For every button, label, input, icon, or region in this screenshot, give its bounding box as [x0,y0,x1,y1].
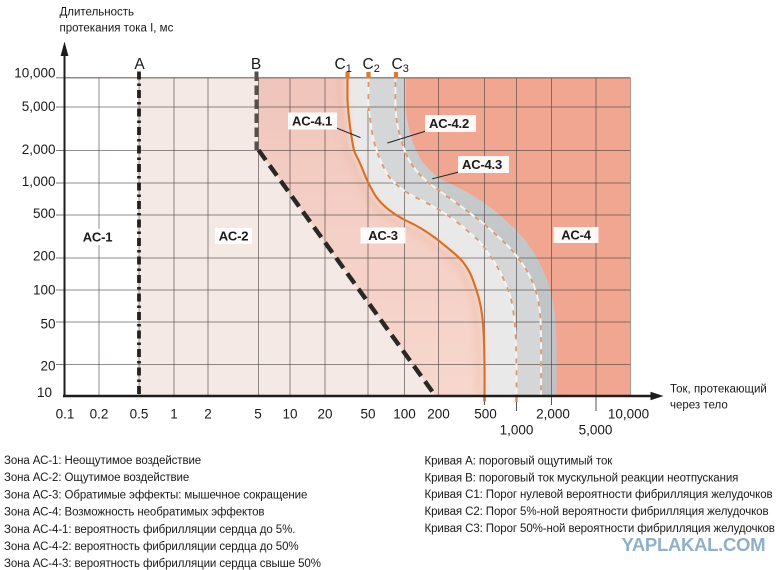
svg-text:Кривая С2: Порог 5%-ной вероят: Кривая С2: Порог 5%-ной вероятности фибр… [425,506,769,518]
svg-text:B: B [251,56,261,73]
svg-text:20: 20 [40,359,55,374]
svg-text:5,000: 5,000 [579,423,613,438]
svg-text:10: 10 [282,407,297,422]
svg-text:200: 200 [33,249,56,264]
svg-text:2: 2 [204,407,212,422]
svg-text:10,000: 10,000 [608,407,649,422]
svg-text:Зона АС-4-2: вероятность фибри: Зона АС-4-2: вероятность фибрилляции сер… [4,541,299,553]
svg-text:AC-1: AC-1 [83,230,113,245]
svg-text:A: A [134,56,145,73]
svg-text:10: 10 [37,385,52,400]
svg-text:Зона АС-4: Возможность необрат: Зона АС-4: Возможность необратимых эффек… [4,507,264,519]
svg-text:Зона АС-3: Обратимые эффекты:: Зона АС-3: Обратимые эффекты: мышечное с… [4,489,307,501]
svg-text:Кривая С3: Порог 50%-ной вероя: Кривая С3: Порог 50%-ной вероятности фиб… [425,523,775,535]
svg-text:Зона АС-1: Неощутимое воздейст: Зона АС-1: Неощутимое воздействие [4,455,201,467]
svg-text:Длительность: Длительность [60,7,135,19]
svg-text:500: 500 [474,407,497,422]
svg-text:50: 50 [360,407,375,422]
svg-text:0.2: 0.2 [90,407,109,422]
svg-text:протекания тока I, мс: протекания тока I, мс [60,23,174,35]
svg-text:0.1: 0.1 [56,407,75,422]
svg-text:через тело: через тело [670,400,728,412]
svg-text:200: 200 [427,407,450,422]
svg-text:1,000: 1,000 [22,174,56,189]
svg-text:AC-2: AC-2 [219,229,249,244]
svg-text:20: 20 [317,407,332,422]
svg-text:500: 500 [33,206,56,221]
svg-text:Кривая С1: Порог нулевой вероя: Кривая С1: Порог нулевой вероятности фиб… [425,489,773,501]
svg-text:10,000: 10,000 [14,66,55,81]
svg-text:2,000: 2,000 [22,142,56,157]
svg-text:AC-4.2: AC-4.2 [429,116,469,131]
svg-text:AC-4.1: AC-4.1 [292,113,332,128]
svg-text:AC-4: AC-4 [561,228,592,243]
svg-text:0.5: 0.5 [130,407,149,422]
svg-text:5,000: 5,000 [22,99,56,114]
svg-text:AC-4.3: AC-4.3 [462,157,502,172]
svg-text:Ток, протекающий: Ток, протекающий [670,384,767,396]
svg-text:Зона АС-4-3: вероятность фибри: Зона АС-4-3: вероятность фибрилляции сер… [4,558,321,570]
svg-text:Кривая В: пороговый ток мускул: Кривая В: пороговый ток мускульной реакц… [425,472,739,484]
svg-text:YAPLAKAL.COM: YAPLAKAL.COM [622,534,766,555]
svg-text:AC-3: AC-3 [368,228,398,243]
svg-text:2,000: 2,000 [536,407,570,422]
svg-text:Кривая А: пороговый ощутимый т: Кривая А: пороговый ощутимый ток [425,456,614,468]
svg-text:Зона АС-4-1: вероятность фибри: Зона АС-4-1: вероятность фибрилляции сер… [4,524,295,536]
svg-text:5: 5 [254,407,262,422]
svg-text:100: 100 [393,407,416,422]
svg-text:1: 1 [170,407,178,422]
svg-text:100: 100 [33,283,56,298]
svg-text:1,000: 1,000 [500,423,534,438]
svg-text:Зона АС-2: Ощутимое воздействи: Зона АС-2: Ощутимое воздействие [4,472,189,484]
svg-text:50: 50 [40,317,55,332]
